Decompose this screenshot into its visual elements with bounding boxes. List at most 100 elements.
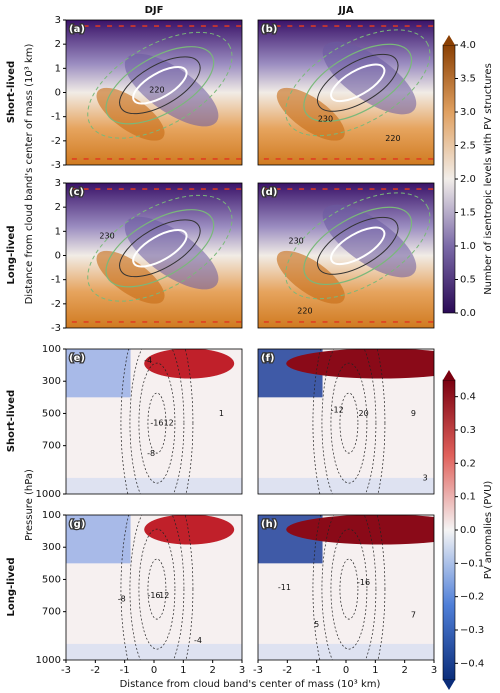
contour-label: -12 bbox=[331, 406, 344, 415]
contour bbox=[119, 56, 201, 115]
field bbox=[258, 515, 434, 660]
contour-label: -8 bbox=[147, 449, 155, 458]
field-red bbox=[286, 515, 434, 545]
field-blob bbox=[96, 250, 165, 304]
contour bbox=[321, 515, 377, 660]
y-tick-label: 300 bbox=[42, 542, 61, 553]
panel-label: (c) bbox=[69, 187, 84, 198]
contour-label: 230 bbox=[288, 237, 303, 246]
panel-label: (h) bbox=[261, 519, 277, 530]
contour bbox=[119, 219, 201, 278]
contour bbox=[303, 206, 413, 286]
x-tick-label: 2 bbox=[401, 665, 407, 676]
contour bbox=[147, 392, 167, 454]
y-axis-label: Pressure (hPa) bbox=[24, 469, 35, 541]
colorbar-tick-label: −0.3 bbox=[460, 625, 484, 636]
y-tick-label: 2 bbox=[55, 39, 61, 50]
column-title: DJF bbox=[145, 5, 164, 16]
field-red bbox=[144, 349, 235, 379]
colorbar-tick-label: 2.0 bbox=[460, 174, 476, 185]
panel-label: (g) bbox=[69, 519, 85, 530]
y-tick-label: 1 bbox=[55, 226, 61, 237]
field-blue bbox=[66, 643, 242, 660]
colorbar bbox=[442, 379, 456, 681]
y-tick-label: -3 bbox=[51, 160, 61, 171]
y-tick-label: -2 bbox=[51, 299, 61, 310]
colorbar-tick-label: −0.2 bbox=[460, 592, 484, 603]
contour bbox=[147, 558, 167, 620]
contour bbox=[138, 362, 176, 484]
field-blob bbox=[276, 87, 345, 141]
field-blob bbox=[96, 87, 165, 141]
x-tick-label: -3 bbox=[61, 665, 71, 676]
field bbox=[66, 20, 242, 165]
y-tick-label: 100 bbox=[42, 510, 61, 521]
contour bbox=[105, 209, 215, 288]
contour bbox=[330, 63, 386, 103]
y-tick-label: 2 bbox=[55, 202, 61, 213]
colorbar-tick-label: 0.5 bbox=[460, 275, 476, 286]
contour bbox=[312, 349, 386, 494]
y-tick-label: 100 bbox=[42, 344, 61, 355]
y-tick-label: -2 bbox=[51, 136, 61, 147]
contour bbox=[285, 29, 431, 137]
field bbox=[66, 349, 242, 494]
colorbar-tick-label: 0.2 bbox=[460, 458, 476, 469]
contour-label: 230 bbox=[99, 232, 114, 241]
contour bbox=[120, 349, 194, 494]
field-blob bbox=[124, 53, 219, 127]
contour-label: 1 bbox=[219, 409, 224, 418]
contour-label: 9 bbox=[411, 409, 416, 418]
frame bbox=[257, 348, 435, 495]
y-tick-label: -1 bbox=[51, 112, 61, 123]
contour bbox=[132, 229, 188, 268]
contour-label: -8 bbox=[118, 594, 126, 603]
y-tick-label: 3 bbox=[55, 15, 61, 26]
colorbar-label: Number of isentropic levels with PV stru… bbox=[483, 63, 494, 295]
contour-label: -4 bbox=[144, 356, 152, 365]
contour-label: 12 bbox=[159, 591, 169, 600]
colorbar-tick-label: 0.0 bbox=[460, 525, 476, 536]
field-blue bbox=[66, 477, 242, 494]
x-tick-label: -2 bbox=[282, 665, 292, 676]
contour bbox=[303, 43, 413, 123]
panel-label: (a) bbox=[69, 24, 85, 35]
contour bbox=[330, 226, 386, 266]
field-red bbox=[144, 515, 235, 545]
contour-label: -16 bbox=[147, 591, 160, 600]
x-tick-label: 0 bbox=[151, 665, 157, 676]
colorbar-tick-label: 1.0 bbox=[460, 241, 476, 252]
contour-label: 220 bbox=[385, 134, 400, 143]
column-title: JJA bbox=[337, 5, 353, 16]
contour-label: -4 bbox=[194, 636, 202, 645]
panel-label: (d) bbox=[261, 187, 277, 198]
y-tick-label: 1000 bbox=[36, 489, 61, 500]
x-tick-label: 3 bbox=[239, 665, 245, 676]
colorbar-tick-label: 2.5 bbox=[460, 141, 476, 152]
y-axis-label: Distance from cloud band's center of mas… bbox=[24, 44, 35, 305]
contour bbox=[321, 349, 377, 494]
row-label: Long-lived bbox=[6, 226, 17, 285]
colorbar-tick-label: 0.0 bbox=[460, 308, 476, 319]
contour bbox=[339, 392, 359, 454]
colorbar-extend bbox=[443, 680, 455, 690]
panel-label: (f) bbox=[261, 353, 275, 364]
contour bbox=[129, 515, 185, 660]
contour-label: 230 bbox=[318, 115, 333, 124]
field-blob bbox=[276, 250, 345, 304]
x-tick-label: 2 bbox=[209, 665, 215, 676]
y-tick-label: 700 bbox=[42, 441, 61, 452]
contour bbox=[339, 558, 359, 620]
field-blob bbox=[322, 41, 417, 115]
colorbar-tick-label: −0.1 bbox=[460, 558, 484, 569]
colorbar-tick-label: 3.5 bbox=[460, 74, 476, 85]
contour-label: -16 bbox=[357, 578, 370, 587]
contour bbox=[129, 349, 185, 494]
y-tick-label: -3 bbox=[51, 323, 61, 334]
y-tick-label: -1 bbox=[51, 275, 61, 286]
y-tick-label: 500 bbox=[42, 574, 61, 585]
colorbar-tick-label: 1.5 bbox=[460, 208, 476, 219]
y-tick-label: 700 bbox=[42, 607, 61, 618]
contour bbox=[120, 515, 194, 660]
